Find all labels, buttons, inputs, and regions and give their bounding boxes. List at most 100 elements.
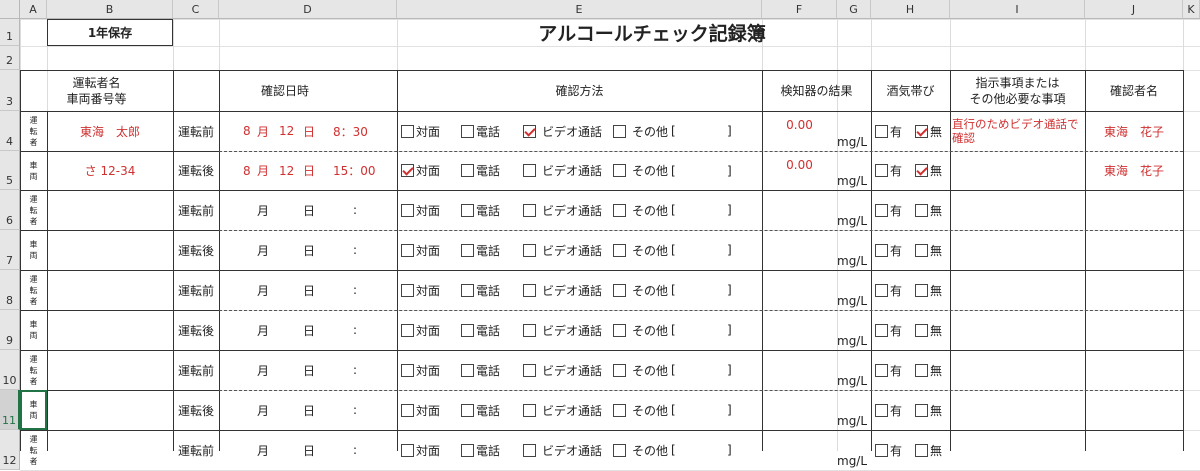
checkbox-icon[interactable] (613, 283, 626, 297)
column-header-A[interactable]: A (20, 0, 47, 19)
row-header-11[interactable]: 11 (0, 390, 20, 430)
detector-result[interactable] (762, 230, 837, 258)
confirmer-cell[interactable] (1085, 310, 1183, 350)
detector-result[interactable]: 0.00 (786, 118, 813, 132)
header-alcohol[interactable]: 酒気帯び (886, 83, 935, 98)
checkbox-icon[interactable] (875, 124, 888, 138)
checkbox-icon[interactable] (915, 323, 928, 337)
column-header-B[interactable]: B (47, 0, 173, 19)
confirmer-cell[interactable]: 東海 花子 (1103, 164, 1164, 178)
checkbox-icon[interactable] (875, 443, 888, 457)
method-video-checkbox[interactable]: ビデオ通話 (523, 194, 602, 226)
method-video-checkbox[interactable]: ビデオ通話 (523, 274, 602, 306)
alcohol-yes-checkbox[interactable]: 有 (875, 354, 902, 386)
confirmer-cell[interactable]: 東海 花子 (1103, 124, 1164, 139)
method-phone-checkbox[interactable]: 電話 (461, 274, 500, 306)
checkbox-icon[interactable] (613, 203, 626, 217)
checkbox-icon[interactable] (613, 443, 626, 457)
checkbox-icon[interactable] (613, 323, 626, 337)
method-face-checkbox[interactable]: 対面 (401, 115, 440, 147)
driver-side-label[interactable]: 運 転 者 (29, 194, 38, 226)
confirmer-cell[interactable] (1085, 190, 1183, 230)
alcohol-no-checkbox[interactable]: 無 (915, 354, 942, 386)
timing-label[interactable]: 運転後 (177, 323, 214, 338)
row-header-2[interactable]: 2 (0, 46, 20, 70)
alcohol-no-checkbox[interactable]: 無 (915, 394, 942, 426)
checkbox-icon[interactable] (461, 203, 474, 217)
checkbox-icon[interactable] (915, 243, 928, 257)
checkbox-icon[interactable] (875, 403, 888, 417)
alcohol-no-checkbox[interactable]: 無 (915, 274, 942, 306)
driver-side-label[interactable]: 運 転 者 (29, 434, 38, 466)
checkbox-icon[interactable] (461, 124, 474, 138)
instructions-cell[interactable]: 直行のためビデオ通話で確認 (952, 117, 1079, 145)
row-header-10[interactable]: 10 (0, 350, 20, 390)
method-phone-checkbox[interactable]: 電話 (461, 155, 500, 186)
checkbox-icon[interactable] (401, 283, 414, 297)
alcohol-no-checkbox[interactable]: 無 (915, 314, 942, 346)
header-confirmer[interactable]: 確認者名 (1109, 83, 1158, 98)
row-header-1[interactable]: 1 (0, 19, 20, 46)
checkbox-icon[interactable] (523, 363, 536, 377)
name-cell[interactable] (47, 390, 173, 430)
method-phone-checkbox[interactable]: 電話 (461, 194, 500, 226)
method-video-checkbox[interactable]: ビデオ通話 (523, 155, 602, 186)
method-phone-checkbox[interactable]: 電話 (461, 115, 500, 147)
checkbox-icon[interactable] (875, 283, 888, 297)
checkbox-icon[interactable] (915, 124, 928, 138)
header-driver[interactable]: 運転者名 車両番号等 (66, 75, 127, 106)
checkbox-icon[interactable] (523, 203, 536, 217)
checkbox-icon[interactable] (461, 363, 474, 377)
column-header-E[interactable]: E (397, 0, 762, 19)
detector-result[interactable] (762, 270, 837, 298)
checkbox-icon[interactable] (401, 124, 414, 138)
row-header-12[interactable]: 12 (0, 430, 20, 470)
instructions-cell[interactable] (950, 430, 1085, 470)
checkbox-icon[interactable] (461, 283, 474, 297)
method-phone-checkbox[interactable]: 電話 (461, 394, 500, 426)
method-phone-checkbox[interactable]: 電話 (461, 314, 500, 346)
method-other-checkbox[interactable]: その他 (613, 155, 668, 186)
alcohol-yes-checkbox[interactable]: 有 (875, 115, 902, 147)
alcohol-yes-checkbox[interactable]: 有 (875, 394, 902, 426)
checkbox-icon[interactable] (401, 164, 414, 177)
alcohol-no-checkbox[interactable]: 無 (915, 434, 942, 466)
detector-result[interactable] (762, 310, 837, 338)
timing-label[interactable]: 運転前 (177, 283, 214, 298)
method-video-checkbox[interactable]: ビデオ通話 (523, 115, 602, 147)
checkbox-icon[interactable] (523, 243, 536, 257)
checkbox-icon[interactable] (915, 203, 928, 217)
vehicle-side-label[interactable]: 車 両 (29, 320, 38, 340)
alcohol-yes-checkbox[interactable]: 有 (875, 434, 902, 466)
method-other-checkbox[interactable]: その他 (613, 394, 668, 426)
checkbox-icon[interactable] (875, 323, 888, 337)
detector-result[interactable] (762, 430, 837, 458)
method-video-checkbox[interactable]: ビデオ通話 (523, 434, 602, 466)
checkbox-icon[interactable] (523, 443, 536, 457)
method-face-checkbox[interactable]: 対面 (401, 434, 440, 466)
method-phone-checkbox[interactable]: 電話 (461, 354, 500, 386)
row-header-3[interactable]: 3 (0, 70, 20, 111)
row-header-8[interactable]: 8 (0, 270, 20, 310)
instructions-cell[interactable] (950, 230, 1085, 270)
alcohol-no-checkbox[interactable]: 無 (915, 155, 942, 186)
column-header-K[interactable]: K (1183, 0, 1200, 19)
method-face-checkbox[interactable]: 対面 (401, 314, 440, 346)
checkbox-icon[interactable] (875, 164, 888, 177)
method-face-checkbox[interactable]: 対面 (401, 274, 440, 306)
column-header-D[interactable]: D (219, 0, 397, 19)
method-phone-checkbox[interactable]: 電話 (461, 434, 500, 466)
row-header-5[interactable]: 5 (0, 151, 20, 190)
instructions-cell[interactable] (950, 390, 1085, 430)
checkbox-icon[interactable] (613, 243, 626, 257)
checkbox-icon[interactable] (523, 124, 536, 138)
method-other-checkbox[interactable]: その他 (613, 115, 668, 147)
checkbox-icon[interactable] (875, 243, 888, 257)
detector-result[interactable]: 0.00 (786, 157, 813, 172)
confirmer-cell[interactable] (1085, 390, 1183, 430)
checkbox-icon[interactable] (915, 403, 928, 417)
confirmer-cell[interactable] (1085, 350, 1183, 390)
method-face-checkbox[interactable]: 対面 (401, 354, 440, 386)
method-phone-checkbox[interactable]: 電話 (461, 234, 500, 266)
method-video-checkbox[interactable]: ビデオ通話 (523, 354, 602, 386)
